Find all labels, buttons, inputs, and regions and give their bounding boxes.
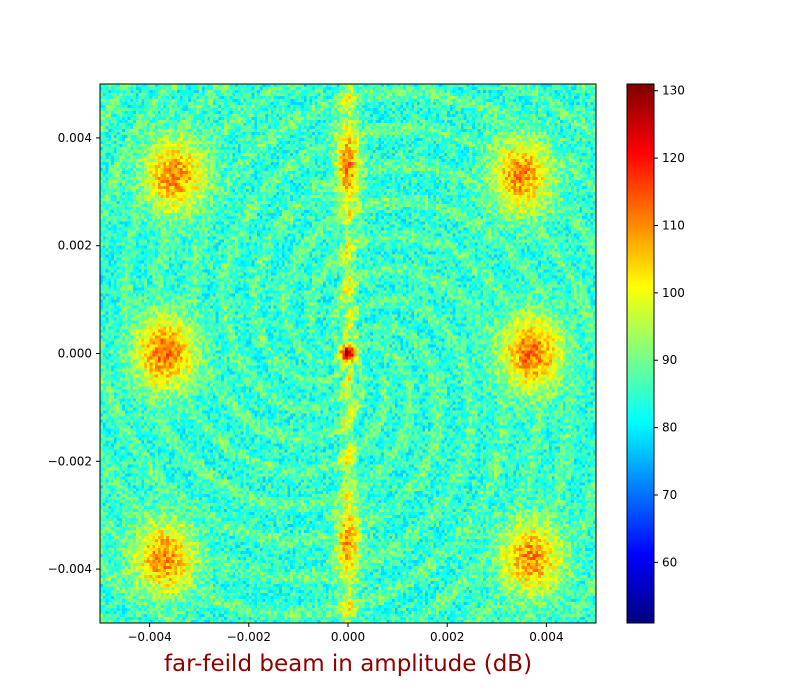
x-tick-label: 0.002 <box>430 630 464 644</box>
y-tick-label: 0.002 <box>58 239 92 253</box>
colorbar-frame <box>626 83 655 624</box>
x-tick-label: 0.004 <box>529 630 563 644</box>
colorbar-tick-label: 130 <box>662 84 685 98</box>
colorbar-tick-label: 110 <box>662 218 685 232</box>
colorbar-tick-label: 80 <box>662 421 677 435</box>
colorbar-tick-label: 90 <box>662 353 677 367</box>
x-axis-label: far-feild beam in amplitude (dB) <box>164 651 532 677</box>
colorbar-tick-label: 60 <box>662 555 677 569</box>
y-axis: −0.004 −0.002 0.000 0.002 0.004 <box>48 131 100 576</box>
y-tick-label: −0.004 <box>48 562 92 576</box>
colorbar-tick-label: 120 <box>662 151 685 165</box>
colorbar <box>626 83 655 624</box>
y-tick-label: 0.004 <box>58 131 92 145</box>
heatmap-image <box>100 84 596 623</box>
colorbar-tick-label: 70 <box>662 488 677 502</box>
colorbar-gradient <box>627 84 654 623</box>
colorbar-ticks: 60 70 80 90 100 110 120 130 <box>654 84 685 569</box>
x-tick-label: 0.000 <box>331 630 365 644</box>
colorbar-tick-label: 100 <box>662 286 685 300</box>
x-axis: −0.004 −0.002 0.000 0.002 0.004 <box>127 623 564 644</box>
y-tick-label: 0.000 <box>58 347 92 361</box>
heatmap-area <box>99 83 597 624</box>
x-tick-label: −0.002 <box>227 630 271 644</box>
y-tick-label: −0.002 <box>48 454 92 468</box>
x-tick-label: −0.004 <box>127 630 171 644</box>
